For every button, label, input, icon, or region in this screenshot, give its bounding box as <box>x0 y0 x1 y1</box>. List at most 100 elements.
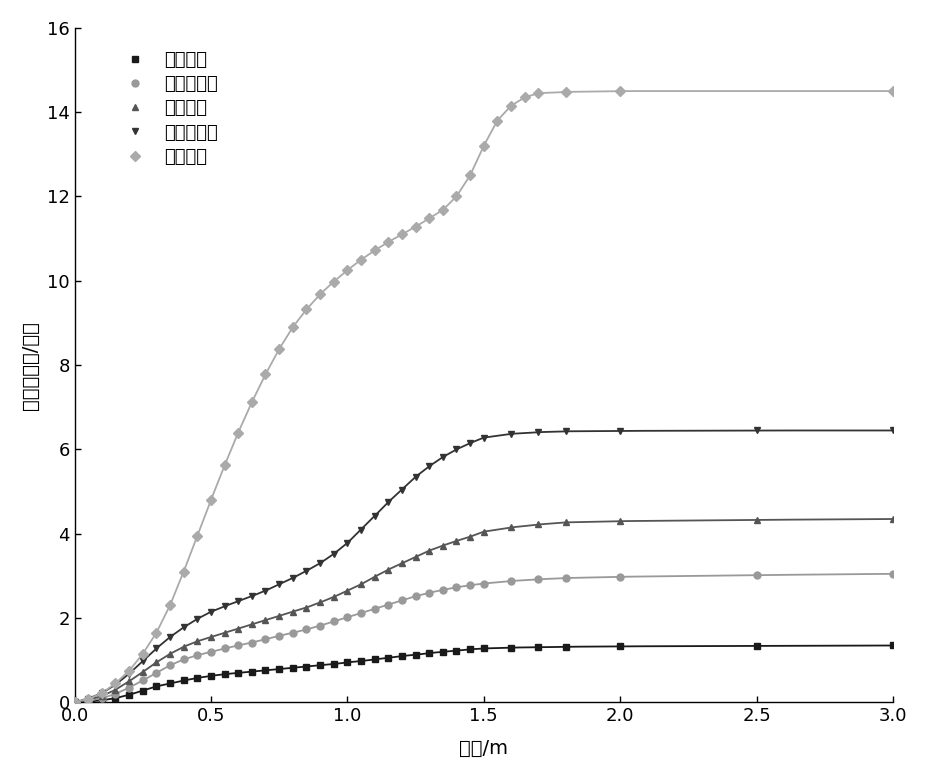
中收入户 <box>109 685 121 694</box>
中收入户 <box>614 516 625 526</box>
低收入户 <box>355 657 366 666</box>
中高收入户 <box>314 559 325 568</box>
高收入户 <box>219 461 230 471</box>
中低收入户 <box>137 676 148 686</box>
低收入户 <box>314 661 325 670</box>
高收入户 <box>410 222 421 231</box>
高收入户 <box>464 171 476 180</box>
低收入户 <box>532 643 543 652</box>
中高收入户 <box>423 462 434 471</box>
中高收入户 <box>750 426 761 435</box>
高收入户 <box>273 344 285 354</box>
中低收入户 <box>437 585 448 594</box>
中高收入户 <box>96 689 108 698</box>
中收入户 <box>137 668 148 677</box>
高收入户 <box>164 601 175 610</box>
中高收入户 <box>69 698 80 707</box>
中高收入户 <box>477 433 489 442</box>
低收入户 <box>205 671 216 681</box>
Y-axis label: 财产损失值/万元: 财产损失值/万元 <box>20 321 40 410</box>
高收入户 <box>150 628 161 637</box>
低收入户 <box>273 664 285 674</box>
高收入户 <box>886 86 897 96</box>
中高收入户 <box>382 498 393 507</box>
中收入户 <box>464 532 476 541</box>
中高收入户 <box>464 439 476 448</box>
中收入户 <box>886 514 897 523</box>
中低收入户 <box>109 689 121 699</box>
中收入户 <box>341 586 352 595</box>
中低收入户 <box>532 575 543 584</box>
中收入户 <box>83 695 94 704</box>
中收入户 <box>260 615 271 625</box>
高收入户 <box>396 230 407 239</box>
低收入户 <box>505 643 516 652</box>
中低收入户 <box>451 583 462 592</box>
高收入户 <box>328 277 339 287</box>
高收入户 <box>205 495 216 505</box>
中收入户 <box>396 559 407 568</box>
中高收入户 <box>137 657 148 666</box>
中收入户 <box>233 624 244 633</box>
中低收入户 <box>260 635 271 644</box>
中低收入户 <box>246 638 257 647</box>
中高收入户 <box>505 429 516 439</box>
中收入户 <box>532 520 543 529</box>
低收入户 <box>369 654 380 664</box>
中收入户 <box>314 597 325 607</box>
Line: 低收入户: 低收入户 <box>71 642 895 706</box>
中低收入户 <box>328 617 339 626</box>
中收入户 <box>451 536 462 545</box>
中收入户 <box>123 677 134 686</box>
中收入户 <box>96 692 108 701</box>
高收入户 <box>300 305 311 314</box>
中低收入户 <box>382 600 393 609</box>
高收入户 <box>451 192 462 201</box>
高收入户 <box>96 689 108 698</box>
低收入户 <box>559 642 570 651</box>
高收入户 <box>83 694 94 703</box>
高收入户 <box>505 101 516 111</box>
Line: 中收入户: 中收入户 <box>71 516 895 706</box>
中高收入户 <box>341 538 352 548</box>
低收入户 <box>178 676 189 686</box>
中收入户 <box>750 515 761 524</box>
Legend: 低收入户, 中低收入户, 中收入户, 中高收入户, 高收入户: 低收入户, 中低收入户, 中收入户, 中高收入户, 高收入户 <box>108 44 224 174</box>
中低收入户 <box>233 641 244 650</box>
低收入户 <box>192 673 203 682</box>
中高收入户 <box>164 633 175 642</box>
中低收入户 <box>355 608 366 618</box>
中低收入户 <box>205 647 216 657</box>
中低收入户 <box>164 661 175 670</box>
中高收入户 <box>355 525 366 534</box>
中高收入户 <box>614 426 625 435</box>
Line: 中高收入户: 中高收入户 <box>71 427 895 706</box>
中收入户 <box>559 518 570 527</box>
中高收入户 <box>260 586 271 595</box>
低收入户 <box>164 679 175 688</box>
Line: 中低收入户: 中低收入户 <box>71 570 895 706</box>
中低收入户 <box>477 579 489 588</box>
X-axis label: 水深/m: 水深/m <box>459 739 508 758</box>
中低收入户 <box>369 605 380 614</box>
高收入户 <box>491 116 502 125</box>
高收入户 <box>233 428 244 437</box>
低收入户 <box>750 641 761 650</box>
中收入户 <box>219 628 230 637</box>
高收入户 <box>109 679 121 688</box>
中高收入户 <box>233 597 244 606</box>
中收入户 <box>477 527 489 536</box>
Line: 高收入户: 高收入户 <box>71 87 895 706</box>
高收入户 <box>260 370 271 379</box>
高收入户 <box>559 87 570 97</box>
中收入户 <box>300 603 311 612</box>
中高收入户 <box>150 643 161 653</box>
中低收入户 <box>150 668 161 678</box>
中低收入户 <box>314 621 325 630</box>
中低收入户 <box>96 693 108 703</box>
高收入户 <box>123 666 134 675</box>
中高收入户 <box>532 428 543 437</box>
中收入户 <box>246 620 257 629</box>
高收入户 <box>437 206 448 215</box>
高收入户 <box>369 245 380 255</box>
